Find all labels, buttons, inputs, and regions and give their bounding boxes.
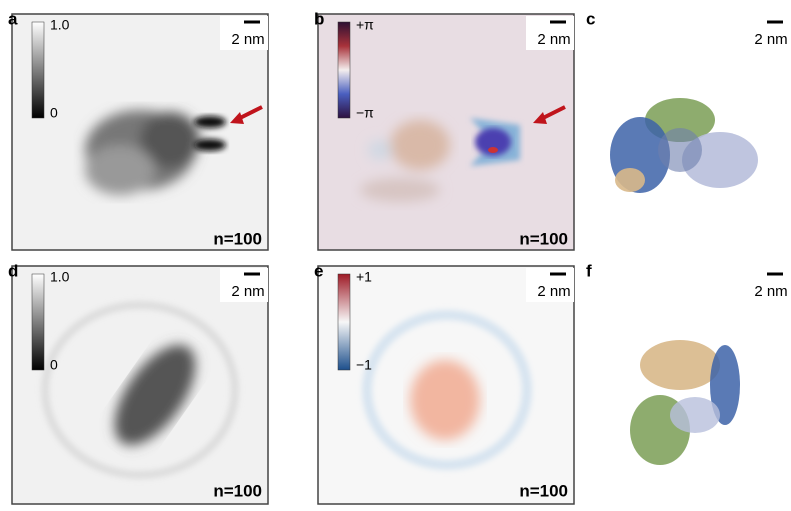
count: n=100 bbox=[213, 481, 262, 500]
colorbar-top: 1.0 bbox=[50, 17, 70, 33]
count: n=100 bbox=[519, 229, 568, 248]
panel-label: d bbox=[8, 261, 18, 280]
scale-bar-label: 2 nm bbox=[537, 283, 570, 300]
colorbar-bottom: −1 bbox=[356, 357, 372, 373]
count: n=100 bbox=[213, 229, 262, 248]
colorbar-top: 1.0 bbox=[50, 269, 70, 285]
structure-f bbox=[630, 340, 740, 465]
colorbar-bottom: 0 bbox=[50, 357, 58, 373]
image-e bbox=[317, 265, 575, 505]
panel-label: f bbox=[586, 261, 592, 280]
structure-c bbox=[610, 98, 758, 193]
scale-bar-label: 2 nm bbox=[231, 283, 264, 300]
image-d bbox=[11, 265, 269, 505]
colorbar-top: +π bbox=[356, 17, 374, 33]
image-a bbox=[11, 13, 269, 251]
colorbar-top: +1 bbox=[356, 269, 372, 285]
panel-label: b bbox=[314, 9, 324, 28]
colorbar bbox=[31, 273, 45, 371]
panel-label: c bbox=[586, 9, 595, 28]
colorbar bbox=[337, 21, 351, 119]
scale-bar-label: 2 nm bbox=[231, 31, 264, 48]
image-b bbox=[317, 13, 575, 251]
colorbar-bottom: −π bbox=[356, 105, 374, 121]
scale-bar-label: 2 nm bbox=[754, 31, 787, 48]
count: n=100 bbox=[519, 481, 568, 500]
colorbar-bottom: 0 bbox=[50, 105, 58, 121]
panel-label: a bbox=[8, 9, 18, 28]
colorbar bbox=[337, 273, 351, 371]
panel-label: e bbox=[314, 261, 323, 280]
scale-bar-label: 2 nm bbox=[537, 31, 570, 48]
scale-bar-label: 2 nm bbox=[754, 283, 787, 300]
colorbar bbox=[31, 21, 45, 119]
